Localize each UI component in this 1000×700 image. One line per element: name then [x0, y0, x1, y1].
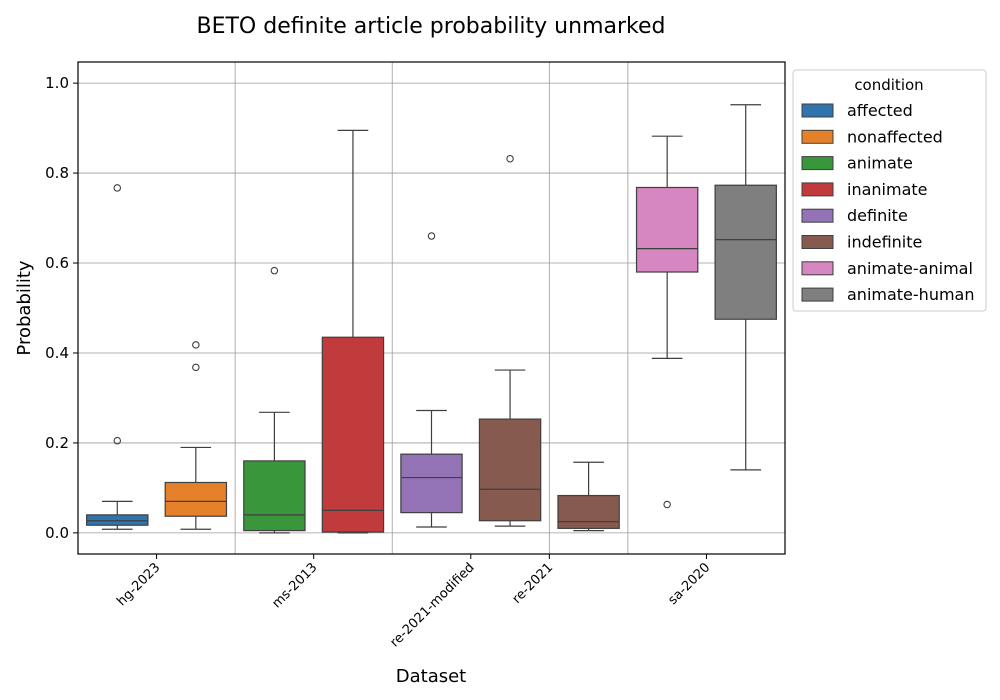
plot-area — [77, 61, 786, 555]
chart-title: BETO definite article probability unmark… — [197, 14, 666, 39]
box-indefinite-5 — [478, 154, 542, 527]
box-series — [86, 104, 777, 534]
plot-frame — [77, 61, 786, 555]
y-tick-label-0: 0.0 — [45, 524, 69, 542]
box-iqr — [321, 336, 385, 533]
box-affected-0 — [86, 184, 149, 530]
legend-label-animate-animal: animate-animal — [847, 259, 973, 278]
outlier-point-0 — [270, 266, 279, 275]
legend-label-animate-human: animate-human — [847, 285, 974, 304]
legend-title: condition — [854, 76, 923, 94]
legend-swatch-affected — [801, 103, 834, 118]
box-nonaffected-1 — [164, 341, 228, 530]
legend-swatch-animate-human — [801, 287, 834, 302]
legend-label-definite: definite — [847, 206, 908, 225]
outlier-point-0 — [506, 154, 514, 163]
legend-swatch-nonaffected — [801, 129, 834, 144]
outlier-point-0 — [663, 500, 671, 509]
legend-label-indefinite: indefinite — [847, 233, 922, 252]
y-axis: 0.0 0.2 0.4 0.6 0.8 1.0 — [45, 74, 78, 542]
y-tick-label-5: 1.0 — [45, 74, 69, 92]
box-iqr — [478, 418, 542, 522]
legend: condition affected nonaffected animate inan… — [792, 69, 987, 312]
legend-label-nonaffected: nonaffected — [847, 127, 943, 146]
box-iqr — [635, 186, 699, 273]
legend-swatch-definite — [801, 208, 834, 223]
box-inanimate-3 — [321, 129, 385, 534]
x-tick-label-3: re-2021 — [510, 560, 557, 607]
box-indefinite-6 — [557, 461, 620, 532]
y-axis-label: Probability — [14, 260, 35, 355]
legend-label-affected: affected — [847, 101, 913, 120]
legend-swatch-animate — [801, 156, 834, 171]
legend-label-inanimate: inanimate — [847, 180, 927, 199]
legend-swatch-inanimate — [801, 182, 834, 197]
box-iqr — [400, 453, 463, 514]
x-axis: hg-2023 ms-2013 re-2021-modified re-2021 sa-… — [114, 554, 713, 650]
box-iqr — [557, 494, 620, 529]
x-tick-label-2: re-2021-modified — [387, 560, 477, 650]
y-tick-label-3: 0.6 — [45, 254, 69, 272]
box-definite-4 — [400, 232, 463, 528]
box-animate-2 — [243, 266, 306, 534]
legend-label-animate: animate — [847, 154, 913, 173]
outlier-point-0 — [427, 232, 436, 240]
x-axis-label: Dataset — [396, 666, 467, 687]
y-tick-label-2: 0.4 — [45, 344, 69, 362]
outlier-point-1 — [113, 184, 122, 192]
y-tick-label-4: 0.8 — [45, 164, 69, 182]
box-iqr — [243, 460, 306, 532]
outlier-point-0 — [113, 436, 122, 445]
legend-items: affected nonaffected animate inanimate defin… — [801, 101, 974, 304]
box-iqr — [714, 184, 777, 320]
box-iqr — [164, 481, 228, 517]
outlier-point-0 — [192, 363, 200, 372]
x-tick-label-1: ms-2013 — [269, 560, 320, 611]
box-animate-animal-7 — [635, 135, 699, 509]
y-tick-label-1: 0.2 — [45, 434, 69, 452]
legend-swatch-indefinite — [801, 235, 834, 249]
x-tick-label-4: sa-2020 — [666, 560, 714, 608]
legend-frame — [792, 69, 987, 312]
outlier-point-1 — [192, 341, 200, 349]
legend-swatch-animate-animal — [801, 261, 834, 276]
x-tick-label-0: hg-2023 — [114, 560, 163, 609]
box-iqr — [86, 514, 149, 526]
box-animate-human-8 — [714, 104, 777, 471]
